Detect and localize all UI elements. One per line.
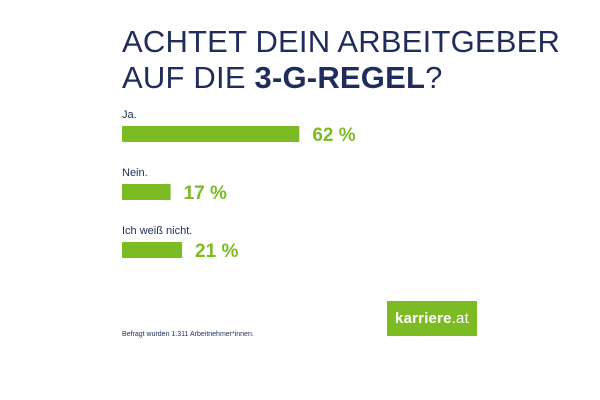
chart-title: ACHTET DEIN ARBEITGEBER AUF DIE 3-G-REGE…: [122, 24, 560, 96]
karriere-logo[interactable]: karriere .at: [387, 301, 477, 336]
category-label: Ich weiß nicht.: [122, 225, 192, 237]
value-label: 21 %: [195, 241, 238, 262]
category-label: Nein.: [122, 167, 148, 179]
logo-name: karriere: [395, 310, 452, 327]
title-line-1: ACHTET DEIN ARBEITGEBER: [122, 24, 561, 59]
title-prefix: AUF DIE: [122, 60, 255, 95]
logo-tld: .at: [451, 310, 469, 327]
category-label: Ja.: [122, 109, 137, 121]
bar-chart: Ja. 62 % Nein. 17 % Ich weiß nicht.21 %: [122, 109, 356, 262]
footnote: Befragt wurden 1.311 Arbeitnehmer*innen.: [122, 331, 254, 338]
title-line-2: AUF DIE 3-G-REGEL?: [122, 60, 560, 96]
bar: [122, 184, 171, 200]
title-suffix: ?: [425, 60, 443, 95]
value-label: 17 %: [184, 183, 227, 204]
bar: [122, 126, 300, 142]
value-label: 62 %: [312, 125, 355, 146]
bar: [122, 242, 183, 258]
title-highlight: 3-G-REGEL: [254, 60, 426, 95]
